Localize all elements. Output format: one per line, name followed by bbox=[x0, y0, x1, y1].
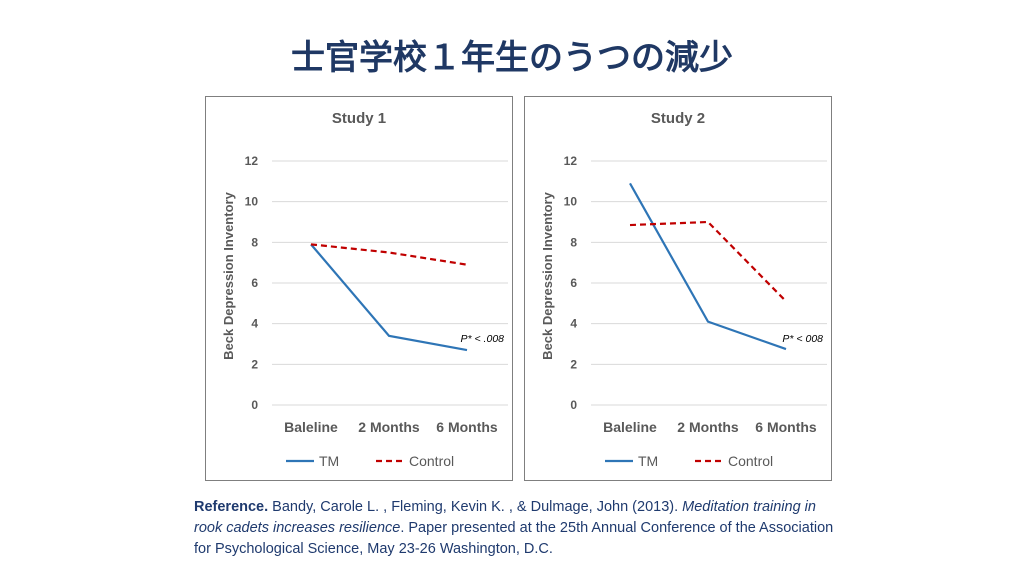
study-2-chart: Study 2 Beck Depression Inventory 0 2 4 6 8 10 1… bbox=[524, 96, 832, 481]
y-tick-label: 4 bbox=[251, 317, 258, 331]
y-tick-label: 12 bbox=[245, 154, 259, 168]
y-axis-label: Beck Depression Inventory bbox=[540, 191, 555, 359]
chart-svg: Study 1 Beck Depression Inventory 0 2 4 6 8 10 1… bbox=[221, 110, 508, 469]
x-tick-label: 2 Months bbox=[677, 419, 739, 435]
y-tick-label: 12 bbox=[564, 154, 578, 168]
significance-annotation: P* < 008 bbox=[782, 333, 823, 345]
chart-svg: Study 2 Beck Depression Inventory 0 2 4 6 8 10 1… bbox=[540, 110, 827, 469]
legend-label: Control bbox=[728, 453, 773, 469]
y-tick-label: 0 bbox=[251, 398, 258, 412]
series-line-tm bbox=[310, 243, 468, 352]
series-line-tm bbox=[629, 182, 787, 351]
series-line-control bbox=[629, 220, 787, 303]
chart-title: Study 2 bbox=[651, 110, 705, 127]
y-tick-label: 2 bbox=[251, 357, 258, 371]
y-tick-label: 10 bbox=[245, 195, 259, 209]
x-tick-label: Baleline bbox=[603, 419, 657, 435]
reference-label: Reference. bbox=[194, 499, 269, 515]
x-tick-label: 6 Months bbox=[755, 419, 817, 435]
y-tick-label: 8 bbox=[251, 235, 258, 249]
reference-rest: . Paper presented at the 25th Annual Con… bbox=[194, 520, 834, 557]
reference: Reference. Bandy, Carole L. , Fleming, K… bbox=[194, 497, 834, 560]
series-line-control bbox=[310, 243, 468, 266]
x-tick-label: 2 Months bbox=[358, 419, 420, 435]
y-tick-label: 2 bbox=[570, 357, 577, 371]
y-tick-label: 6 bbox=[251, 276, 258, 290]
reference-work: Meditation training in rook cadets incre… bbox=[194, 499, 816, 536]
legend-label: TM bbox=[319, 453, 339, 469]
y-axis-label: Beck Depression Inventory bbox=[221, 191, 236, 359]
y-tick-label: 0 bbox=[570, 398, 577, 412]
reference-authors: Bandy, Carole L. , Fleming, Kevin K. , &… bbox=[268, 499, 683, 515]
y-tick-label: 8 bbox=[570, 235, 577, 249]
chart-title: Study 1 bbox=[332, 110, 386, 127]
slide-title: 士官学校１年生のうつの減少 bbox=[291, 38, 733, 78]
y-tick-label: 10 bbox=[564, 195, 578, 209]
y-tick-label: 4 bbox=[570, 317, 577, 331]
study-1-chart: Study 1 Beck Depression Inventory 0 2 4 6 8 10 1… bbox=[205, 96, 513, 481]
legend-label: Control bbox=[409, 453, 454, 469]
x-tick-label: Baleline bbox=[284, 419, 338, 435]
x-tick-label: 6 Months bbox=[436, 419, 498, 435]
significance-annotation: P* < .008 bbox=[461, 333, 505, 345]
legend-label: TM bbox=[638, 453, 658, 469]
y-tick-label: 6 bbox=[570, 276, 577, 290]
